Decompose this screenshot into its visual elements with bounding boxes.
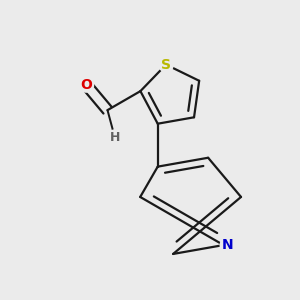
Text: N: N <box>222 238 233 252</box>
Circle shape <box>79 78 94 92</box>
Text: S: S <box>161 58 171 72</box>
Circle shape <box>220 238 235 252</box>
Text: O: O <box>80 78 92 92</box>
Circle shape <box>107 130 122 145</box>
Circle shape <box>159 57 173 72</box>
Text: H: H <box>110 131 120 144</box>
